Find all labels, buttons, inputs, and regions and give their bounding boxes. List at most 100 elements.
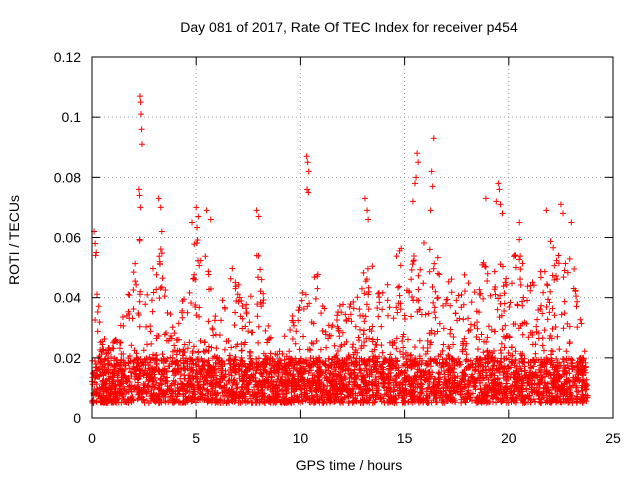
data-point (196, 304, 203, 311)
data-point (175, 388, 182, 395)
data-point (517, 266, 524, 273)
data-point (198, 390, 205, 397)
data-point (147, 356, 154, 363)
data-point (237, 392, 244, 399)
data-point (425, 369, 432, 376)
data-point (282, 381, 289, 388)
data-point (139, 141, 146, 148)
data-point (113, 337, 120, 344)
data-point (563, 348, 570, 355)
data-point (288, 389, 295, 396)
data-point (167, 387, 174, 394)
data-point (502, 322, 509, 329)
data-point (212, 384, 219, 391)
data-point (525, 375, 532, 382)
data-point (429, 284, 436, 291)
data-point (106, 376, 113, 383)
data-point (153, 360, 160, 367)
data-point (489, 399, 496, 406)
data-point (93, 249, 100, 256)
data-point (458, 386, 465, 393)
data-point (288, 396, 295, 403)
data-point (119, 313, 126, 320)
data-point (444, 296, 451, 303)
data-point (298, 397, 305, 404)
data-point (379, 306, 386, 313)
data-point (569, 366, 576, 373)
data-point (509, 280, 516, 287)
data-point (409, 198, 416, 205)
data-point (566, 255, 573, 262)
data-point (474, 399, 481, 406)
data-point (194, 239, 201, 246)
data-point (363, 301, 370, 308)
data-point (426, 246, 433, 253)
data-point (417, 306, 424, 313)
data-point (347, 301, 354, 308)
data-point (565, 399, 572, 406)
data-point (286, 355, 293, 362)
data-point (337, 399, 344, 406)
data-point (189, 219, 196, 226)
data-point (402, 349, 409, 356)
data-point (140, 396, 147, 403)
data-point (201, 348, 208, 355)
data-point (267, 368, 274, 375)
data-point (371, 346, 378, 353)
data-point (213, 345, 220, 352)
data-point (92, 364, 99, 371)
data-point (549, 305, 556, 312)
data-point (489, 372, 496, 379)
data-point (182, 395, 189, 402)
data-point (380, 382, 387, 389)
data-point (94, 328, 101, 335)
data-point (420, 239, 427, 246)
data-point (330, 371, 337, 378)
data-point (321, 384, 328, 391)
data-point (252, 381, 259, 388)
data-point (481, 385, 488, 392)
data-point (448, 276, 455, 283)
data-point (452, 310, 459, 317)
data-point (149, 265, 156, 272)
data-point (484, 392, 491, 399)
data-point (394, 284, 401, 291)
data-point (116, 345, 123, 352)
data-point (350, 386, 357, 393)
data-point (140, 347, 147, 354)
data-point (220, 384, 227, 391)
data-point (519, 399, 526, 406)
y-tick-label: 0.12 (54, 49, 81, 65)
data-point (274, 359, 281, 366)
y-tick-label: 0 (73, 410, 81, 426)
data-point (445, 377, 452, 384)
data-point (370, 353, 377, 360)
data-point (523, 320, 530, 327)
data-point (130, 385, 137, 392)
data-point (390, 364, 397, 371)
data-point (482, 354, 489, 361)
data-point (427, 363, 434, 370)
data-point (336, 385, 343, 392)
data-point (362, 278, 369, 285)
data-point (325, 322, 332, 329)
data-point (505, 350, 512, 357)
data-point (130, 397, 137, 404)
data-point (508, 358, 515, 365)
data-point (498, 350, 505, 357)
data-point (232, 369, 239, 376)
data-point (167, 354, 174, 361)
data-point (463, 351, 470, 358)
data-point (467, 364, 474, 371)
data-point (102, 355, 109, 362)
data-point (282, 387, 289, 394)
data-point (536, 380, 543, 387)
data-point (184, 309, 191, 316)
data-point (539, 310, 546, 317)
data-point (127, 382, 133, 389)
data-point (186, 289, 193, 296)
data-point (318, 392, 325, 399)
data-point (157, 204, 164, 211)
data-point (520, 294, 527, 301)
